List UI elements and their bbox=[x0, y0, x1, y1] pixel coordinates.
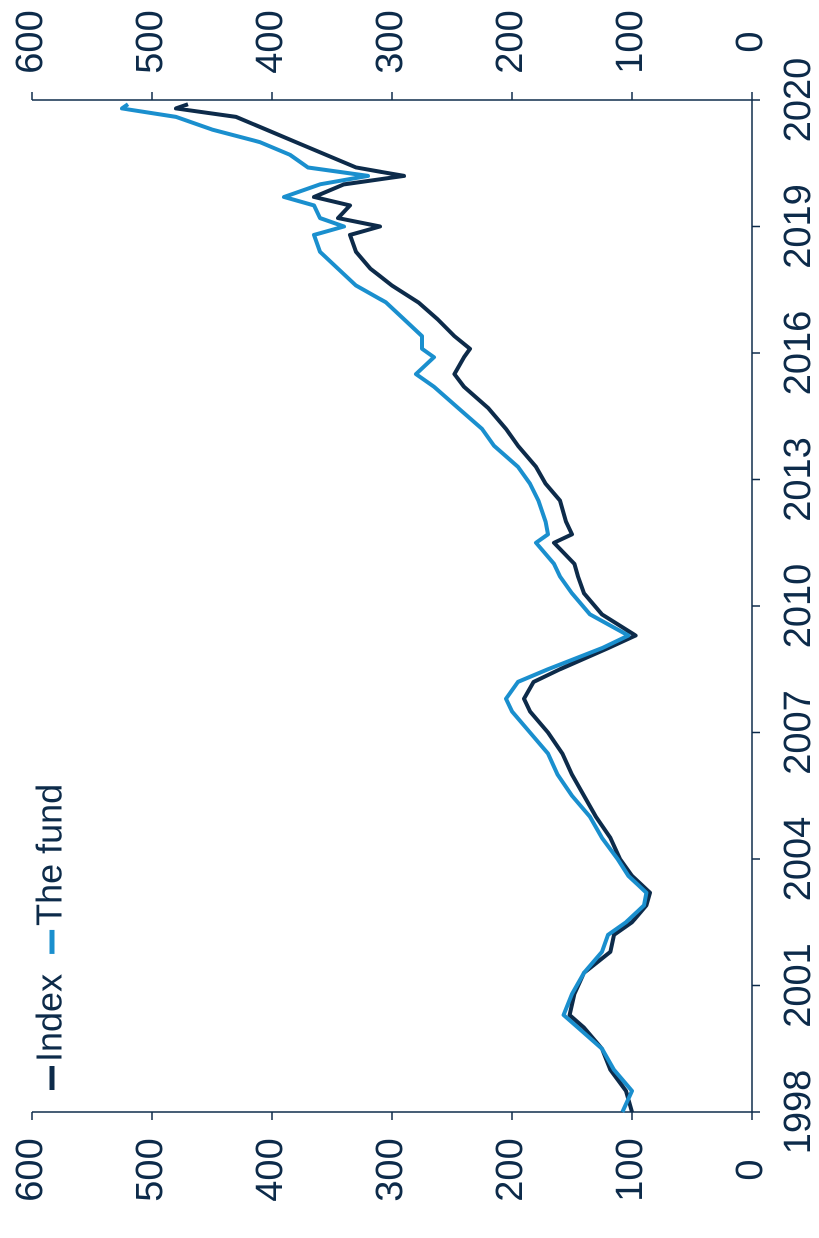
value-tick-label: 100 bbox=[609, 1138, 651, 1201]
value-tick-label: 200 bbox=[489, 10, 531, 73]
value-tick-label: 300 bbox=[369, 1138, 411, 1201]
value-tick-label: 500 bbox=[129, 10, 171, 73]
time-tick-label: 2013 bbox=[777, 437, 819, 522]
time-tick-label: 2020 bbox=[777, 58, 819, 143]
time-tick-label: 2004 bbox=[777, 817, 819, 902]
series-line bbox=[174, 102, 652, 1113]
time-tick-label: 2010 bbox=[777, 564, 819, 649]
time-tick-label: 2007 bbox=[777, 690, 819, 775]
value-tick-label: 400 bbox=[249, 1138, 291, 1201]
legend-label: The fund bbox=[29, 784, 70, 926]
value-tick-label: 200 bbox=[489, 1138, 531, 1201]
time-tick-label: 1998 bbox=[777, 1070, 819, 1155]
legend-label: Index bbox=[29, 974, 70, 1062]
value-tick-label: 300 bbox=[369, 10, 411, 73]
value-tick-label: 0 bbox=[729, 1159, 771, 1180]
time-tick-label: 2019 bbox=[777, 184, 819, 269]
value-tick-label: 600 bbox=[9, 1138, 51, 1201]
value-tick-label: 600 bbox=[9, 10, 51, 73]
value-tick-label: 0 bbox=[729, 31, 771, 52]
value-tick-label: 400 bbox=[249, 10, 291, 73]
value-tick-label: 500 bbox=[129, 1138, 171, 1201]
time-tick-label: 2016 bbox=[777, 311, 819, 396]
time-tick-label: 2001 bbox=[777, 943, 819, 1028]
value-tick-label: 100 bbox=[609, 10, 651, 73]
series-line bbox=[120, 102, 649, 1113]
